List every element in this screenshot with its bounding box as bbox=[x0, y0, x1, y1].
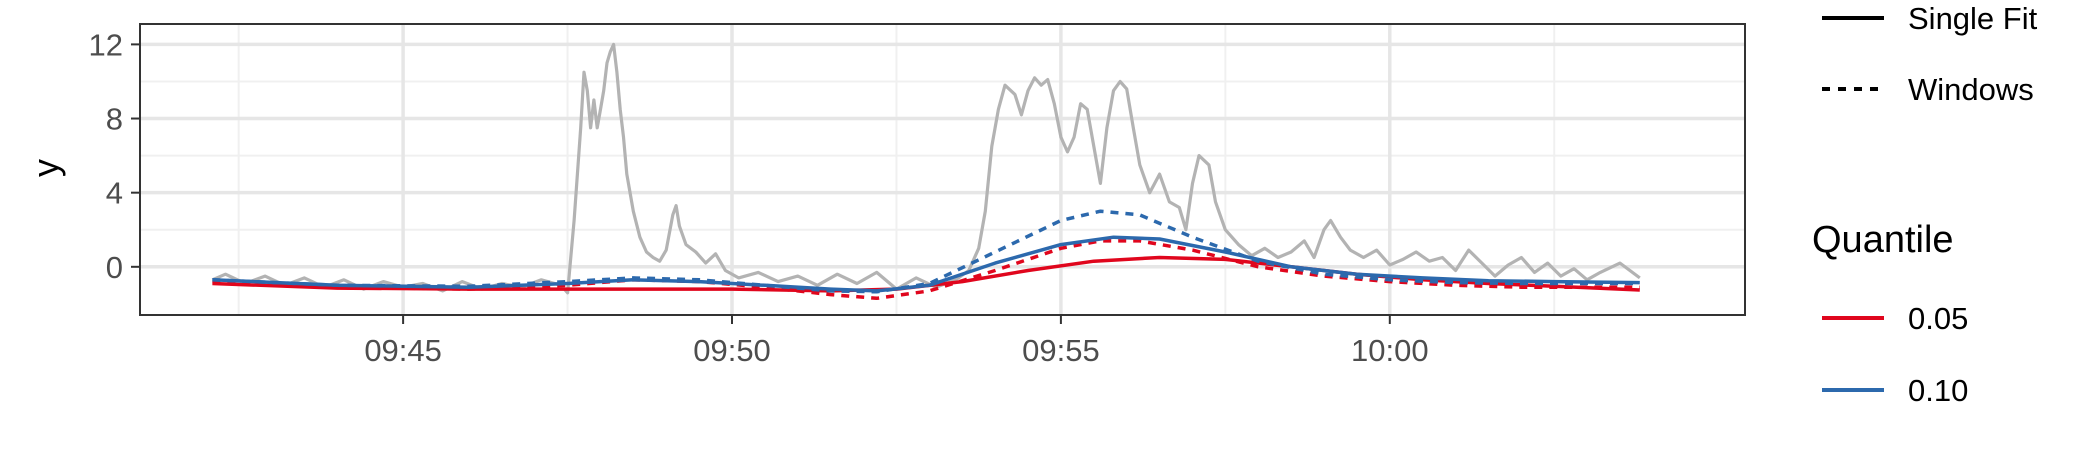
y-tick-label: 4 bbox=[106, 176, 123, 211]
y-tick-label: 0 bbox=[106, 250, 123, 285]
series-line-q010-windows bbox=[212, 209, 1640, 294]
fit-series bbox=[212, 209, 1640, 301]
series-line-q005-windows bbox=[212, 239, 1640, 301]
legend-label-q010: 0.10 bbox=[1908, 373, 1968, 408]
y-tick-label: 12 bbox=[89, 27, 123, 62]
legend-label-single-fit: Single Fit bbox=[1908, 1, 2038, 36]
axis-ticks: 0 4 8 12 09:45 09:50 09:55 10:00 bbox=[89, 27, 1429, 368]
y-axis-label: y bbox=[25, 159, 66, 177]
observed-line bbox=[211, 42, 1641, 295]
grid-lines bbox=[140, 24, 1745, 315]
series-line-q010-single-fit bbox=[212, 235, 1640, 293]
x-tick-label: 09:45 bbox=[364, 333, 442, 368]
x-tick-label: 09:55 bbox=[1022, 333, 1100, 368]
observed-series bbox=[211, 42, 1641, 295]
x-tick-label: 10:00 bbox=[1351, 333, 1429, 368]
plot-panel-border bbox=[139, 23, 1746, 316]
quantile-legend: Quantile 0.05 0.10 bbox=[1812, 219, 1968, 408]
x-tick-label: 09:50 bbox=[693, 333, 771, 368]
linetype-legend: Single Fit Windows bbox=[1822, 1, 2038, 107]
legend-label-windows: Windows bbox=[1908, 72, 2034, 107]
legend-title-quantile: Quantile bbox=[1812, 219, 1954, 261]
legend-label-q005: 0.05 bbox=[1908, 301, 1968, 336]
y-tick-label: 8 bbox=[106, 102, 123, 137]
